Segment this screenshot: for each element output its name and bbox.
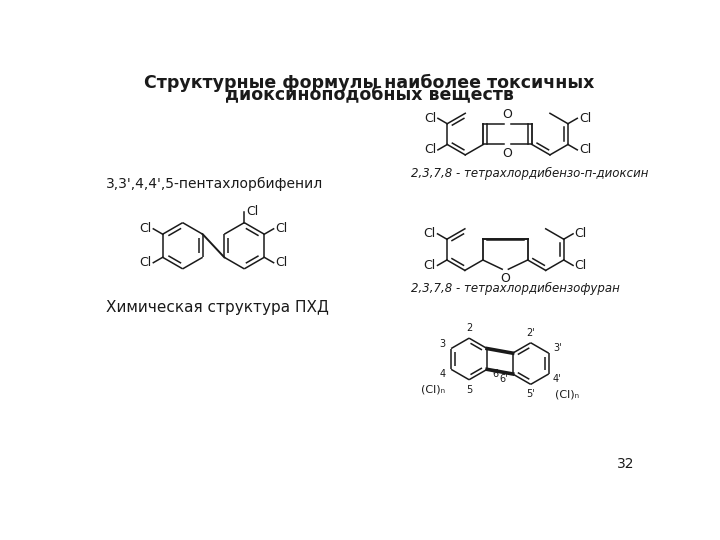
Text: O: O xyxy=(500,272,510,285)
Text: Структурные формулы наиболее токсичных: Структурные формулы наиболее токсичных xyxy=(144,74,594,92)
Text: 5': 5' xyxy=(526,389,535,400)
Text: 5: 5 xyxy=(466,384,472,395)
Text: O: O xyxy=(503,109,513,122)
Text: 3,3',4,4',5-пентахлорбифенил: 3,3',4,4',5-пентахлорбифенил xyxy=(106,177,323,191)
Text: Cl: Cl xyxy=(424,112,436,125)
Text: Cl: Cl xyxy=(140,256,152,269)
Text: 6': 6' xyxy=(500,374,508,384)
Text: Химическая структура ПХД: Химическая структура ПХД xyxy=(106,300,328,315)
Text: Cl: Cl xyxy=(424,259,436,272)
Text: Cl: Cl xyxy=(575,227,587,240)
Text: 4: 4 xyxy=(439,369,446,379)
Text: Cl: Cl xyxy=(579,144,591,157)
Text: (Cl)ₙ: (Cl)ₙ xyxy=(421,384,445,395)
Text: 3': 3' xyxy=(553,343,562,353)
Text: 4': 4' xyxy=(553,374,562,384)
Text: 2': 2' xyxy=(526,328,535,338)
Text: 32: 32 xyxy=(617,457,634,471)
Text: Cl: Cl xyxy=(579,112,591,125)
Text: Cl: Cl xyxy=(275,222,287,235)
Text: Cl: Cl xyxy=(246,205,258,218)
Text: (Cl)ₙ: (Cl)ₙ xyxy=(554,389,579,400)
Text: O: O xyxy=(503,147,513,160)
Text: Cl: Cl xyxy=(575,259,587,272)
Text: 2: 2 xyxy=(466,323,472,333)
Text: 6: 6 xyxy=(492,369,499,379)
Text: диоксиноподобных веществ: диоксиноподобных веществ xyxy=(225,85,513,104)
Text: Cl: Cl xyxy=(140,222,152,235)
Text: 3: 3 xyxy=(439,339,446,348)
Text: Cl: Cl xyxy=(424,227,436,240)
Text: 2,3,7,8 - тетрахлордибензофуран: 2,3,7,8 - тетрахлордибензофуран xyxy=(411,282,620,295)
Text: 2,3,7,8 - тетрахлордибензо-п-диоксин: 2,3,7,8 - тетрахлордибензо-п-диоксин xyxy=(411,166,649,179)
Text: Cl: Cl xyxy=(424,144,436,157)
Text: Cl: Cl xyxy=(275,256,287,269)
